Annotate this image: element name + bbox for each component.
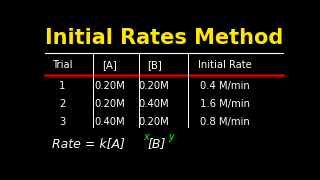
Text: 0.20M: 0.20M (94, 99, 125, 109)
Text: Trial: Trial (52, 60, 73, 70)
Text: 0.20M: 0.20M (94, 81, 125, 91)
Text: 0.8 M/min: 0.8 M/min (200, 117, 250, 127)
Text: 2: 2 (59, 99, 66, 109)
Text: 0.20M: 0.20M (139, 117, 170, 127)
Text: Initial Rate: Initial Rate (198, 60, 252, 70)
Text: 0.40M: 0.40M (94, 117, 125, 127)
Text: 0.4 M/min: 0.4 M/min (200, 81, 250, 91)
Text: 1.6 M/min: 1.6 M/min (200, 99, 250, 109)
Text: Rate = k[A]: Rate = k[A] (52, 137, 125, 150)
Text: 3: 3 (59, 117, 66, 127)
Text: 0.40M: 0.40M (139, 99, 169, 109)
Text: y: y (168, 132, 174, 142)
Text: 0.20M: 0.20M (139, 81, 170, 91)
Text: 1: 1 (59, 81, 66, 91)
Text: [B]: [B] (148, 137, 166, 150)
Text: [B]: [B] (147, 60, 162, 70)
Text: x: x (143, 132, 149, 142)
Text: Initial Rates Method: Initial Rates Method (45, 28, 283, 48)
Text: [A]: [A] (102, 60, 117, 70)
